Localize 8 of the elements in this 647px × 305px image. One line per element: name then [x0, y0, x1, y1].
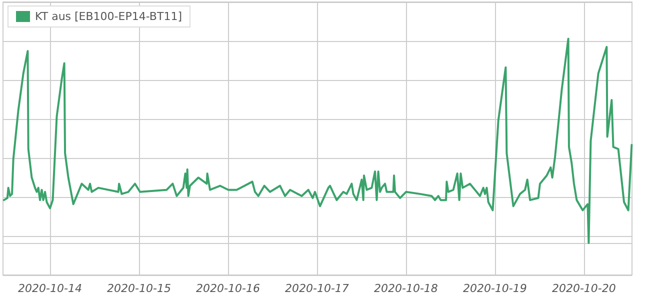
x-tick-label: 2020-10-17 [285, 282, 349, 295]
x-tick-label: 2020-10-20 [552, 282, 616, 295]
x-tick-label: 2020-10-14 [18, 282, 82, 295]
x-tick-label: 2020-10-19 [462, 282, 527, 295]
legend-label: KT aus [EB100-EP14-BT11] [35, 10, 182, 23]
x-tick-label: 2020-10-15 [107, 282, 171, 295]
x-tick-label: 2020-10-16 [196, 282, 260, 295]
x-tick-label: 2020-10-18 [374, 282, 438, 295]
